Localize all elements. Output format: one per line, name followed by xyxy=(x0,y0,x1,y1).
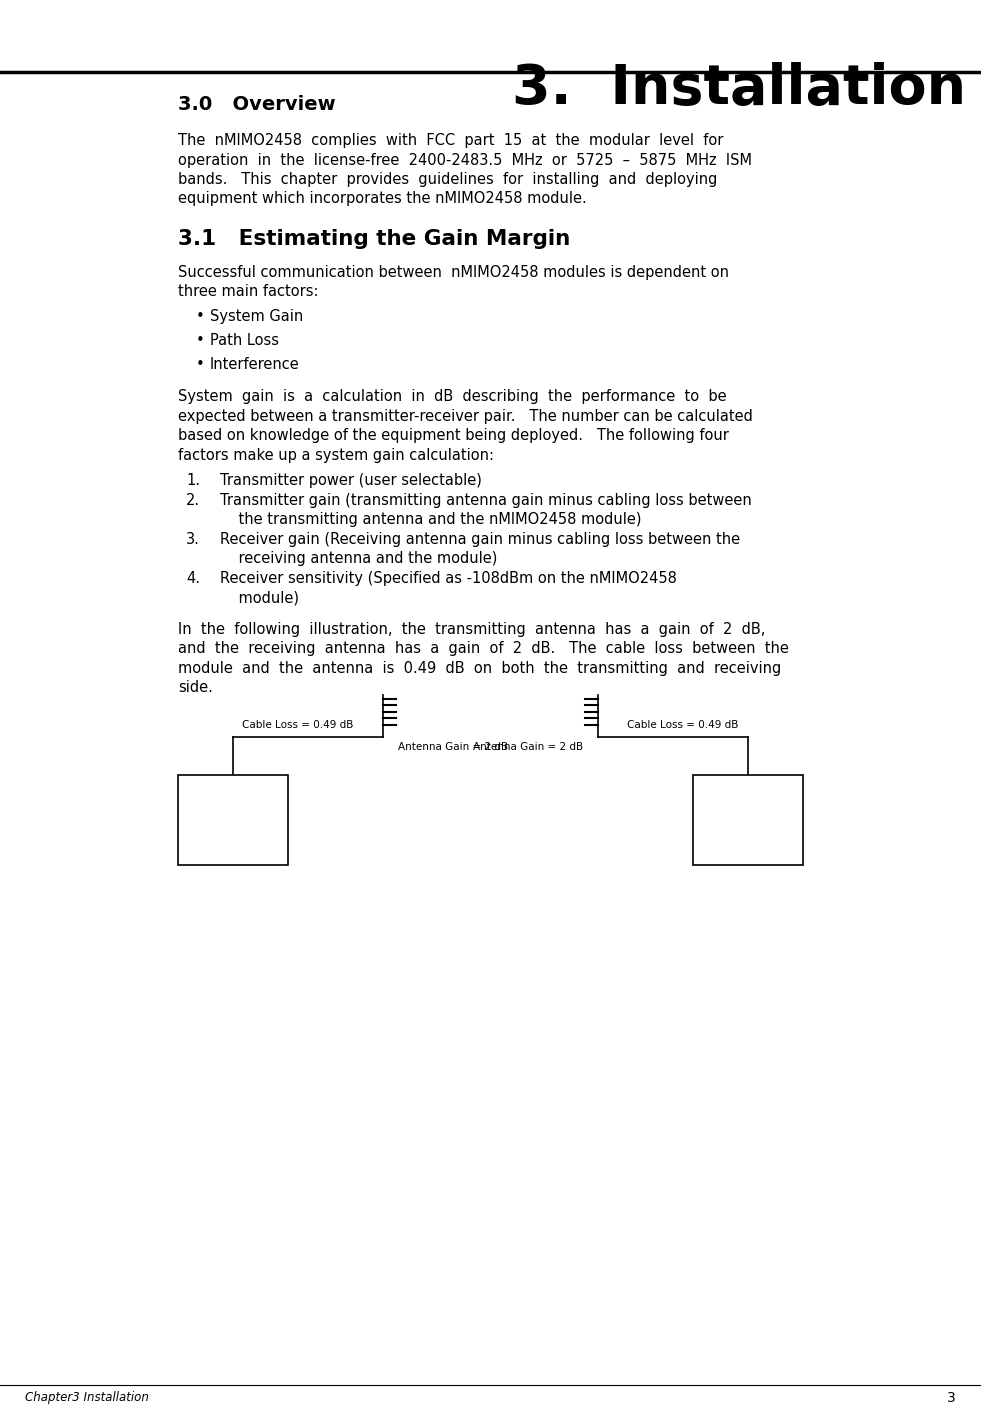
Text: Interference: Interference xyxy=(210,357,300,372)
Text: three main factors:: three main factors: xyxy=(178,284,319,300)
Text: 3: 3 xyxy=(948,1390,956,1405)
Text: Receiver sensitivity (Specified as -108dBm on the nMIMO2458: Receiver sensitivity (Specified as -108d… xyxy=(220,571,677,585)
Text: factors make up a system gain calculation:: factors make up a system gain calculatio… xyxy=(178,448,494,462)
Text: Chapter3 Installation: Chapter3 Installation xyxy=(25,1390,149,1405)
Text: 2.: 2. xyxy=(186,493,200,507)
Text: 4.: 4. xyxy=(186,571,200,585)
Text: The  nMIMO2458  complies  with  FCC  part  15  at  the  modular  level  for: The nMIMO2458 complies with FCC part 15 … xyxy=(178,133,723,148)
Text: 1.: 1. xyxy=(186,473,200,487)
Text: System  gain  is  a  calculation  in  dB  describing  the  performance  to  be: System gain is a calculation in dB descr… xyxy=(178,389,727,404)
Text: Cable Loss = 0.49 dB: Cable Loss = 0.49 dB xyxy=(242,719,354,729)
Text: Transmitter gain (transmitting antenna gain minus cabling loss between: Transmitter gain (transmitting antenna g… xyxy=(220,493,751,507)
Text: side.: side. xyxy=(178,680,213,695)
Text: •: • xyxy=(196,333,205,348)
Text: bands.   This  chapter  provides  guidelines  for  installing  and  deploying: bands. This chapter provides guidelines … xyxy=(178,172,717,187)
Text: Antenna Gain = 2 dB: Antenna Gain = 2 dB xyxy=(398,742,508,752)
Text: 3.0   Overview: 3.0 Overview xyxy=(178,95,336,114)
Text: expected between a transmitter-receiver pair.   The number can be calculated: expected between a transmitter-receiver … xyxy=(178,408,752,424)
Text: Antenna Gain = 2 dB: Antenna Gain = 2 dB xyxy=(473,742,583,752)
Text: In  the  following  illustration,  the  transmitting  antenna  has  a  gain  of : In the following illustration, the trans… xyxy=(178,622,765,636)
Text: Path Loss: Path Loss xyxy=(210,333,279,348)
Text: Transmitter power (user selectable): Transmitter power (user selectable) xyxy=(220,473,482,487)
Text: based on knowledge of the equipment being deployed.   The following four: based on knowledge of the equipment bein… xyxy=(178,428,729,444)
Text: •: • xyxy=(196,357,205,372)
Text: and  the  receiving  antenna  has  a  gain  of  2  dB.   The  cable  loss  betwe: and the receiving antenna has a gain of … xyxy=(178,642,789,656)
Text: 3.  Installation: 3. Installation xyxy=(512,62,966,116)
Text: 3.: 3. xyxy=(186,531,200,547)
Text: Successful communication between  nMIMO2458 modules is dependent on: Successful communication between nMIMO24… xyxy=(178,266,729,280)
Text: operation  in  the  license-free  2400-2483.5  MHz  or  5725  –  5875  MHz  ISM: operation in the license-free 2400-2483.… xyxy=(178,153,752,168)
Bar xyxy=(178,774,288,865)
Text: Receiver gain (Receiving antenna gain minus cabling loss between the: Receiver gain (Receiving antenna gain mi… xyxy=(220,531,740,547)
Text: Transmitter

30 dBm
Output Power: Transmitter 30 dBm Output Power xyxy=(192,783,274,849)
Text: module  and  the  antenna  is  0.49  dB  on  both  the  transmitting  and  recei: module and the antenna is 0.49 dB on bot… xyxy=(178,660,781,675)
Text: Cable Loss = 0.49 dB: Cable Loss = 0.49 dB xyxy=(627,719,739,729)
Text: equipment which incorporates the nMIMO2458 module.: equipment which incorporates the nMIMO24… xyxy=(178,192,587,206)
Text: receiving antenna and the module): receiving antenna and the module) xyxy=(220,551,497,567)
Text: System Gain: System Gain xyxy=(210,309,303,324)
Text: 3.1   Estimating the Gain Margin: 3.1 Estimating the Gain Margin xyxy=(178,229,570,249)
Bar xyxy=(693,774,803,865)
Text: Receiver

Sensitivity =
-108 dBm: Receiver Sensitivity = -108 dBm xyxy=(710,783,786,849)
Text: module): module) xyxy=(220,591,299,605)
Text: the transmitting antenna and the nMIMO2458 module): the transmitting antenna and the nMIMO24… xyxy=(220,512,642,527)
Text: •: • xyxy=(196,309,205,324)
